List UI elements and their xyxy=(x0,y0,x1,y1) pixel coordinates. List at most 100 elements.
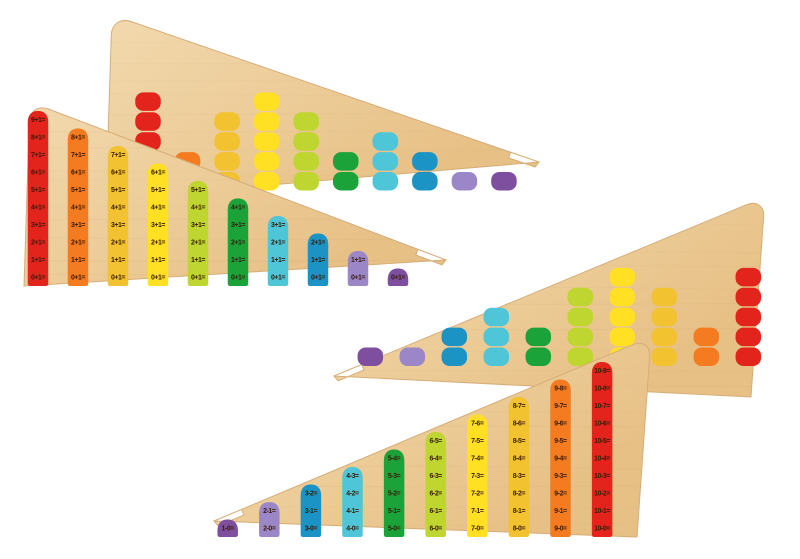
svg-text:9-6=: 9-6= xyxy=(554,421,567,428)
svg-text:1+1=: 1+1= xyxy=(271,257,285,264)
svg-text:10-2=: 10-2= xyxy=(594,491,610,498)
svg-text:7+1=: 7+1= xyxy=(71,152,85,159)
svg-text:3+1=: 3+1= xyxy=(191,222,205,229)
svg-text:10-0=: 10-0= xyxy=(594,526,610,533)
svg-text:4+1=: 4+1= xyxy=(31,205,45,212)
svg-text:10-7=: 10-7= xyxy=(594,403,610,410)
svg-text:8-4=: 8-4= xyxy=(513,456,526,463)
svg-text:7-6=: 7-6= xyxy=(471,421,484,428)
svg-text:3-1=: 3-1= xyxy=(305,508,318,515)
svg-text:0+1=: 0+1= xyxy=(391,275,405,282)
svg-text:7-4=: 7-4= xyxy=(471,456,484,463)
svg-text:5-3=: 5-3= xyxy=(388,473,401,480)
svg-text:8-2=: 8-2= xyxy=(513,491,526,498)
svg-text:5-2=: 5-2= xyxy=(388,491,401,498)
svg-text:4-1=: 4-1= xyxy=(346,508,359,515)
svg-text:3+1=: 3+1= xyxy=(271,222,285,229)
svg-text:9-3=: 9-3= xyxy=(554,473,567,480)
svg-text:1-0=: 1-0= xyxy=(222,526,235,533)
svg-text:5+1=: 5+1= xyxy=(151,187,165,194)
svg-text:9-5=: 9-5= xyxy=(554,438,567,445)
svg-text:4-2=: 4-2= xyxy=(346,491,359,498)
svg-text:3+1=: 3+1= xyxy=(231,222,245,229)
svg-text:0+1=: 0+1= xyxy=(111,275,125,282)
svg-text:10-8=: 10-8= xyxy=(594,386,610,393)
svg-text:6-4=: 6-4= xyxy=(430,456,443,463)
svg-text:1+1=: 1+1= xyxy=(31,257,45,264)
svg-text:5-4=: 5-4= xyxy=(388,456,401,463)
svg-text:4+1=: 4+1= xyxy=(71,205,85,212)
svg-text:3+1=: 3+1= xyxy=(71,222,85,229)
svg-text:8-6=: 8-6= xyxy=(513,421,526,428)
svg-text:1+1=: 1+1= xyxy=(231,257,245,264)
svg-text:2+1=: 2+1= xyxy=(31,240,45,247)
svg-text:6-2=: 6-2= xyxy=(430,491,443,498)
svg-text:9-1=: 9-1= xyxy=(554,508,567,515)
svg-text:1+1=: 1+1= xyxy=(111,257,125,264)
svg-text:5+1=: 5+1= xyxy=(111,187,125,194)
svg-text:1+1=: 1+1= xyxy=(351,257,365,264)
svg-text:8-1=: 8-1= xyxy=(513,508,526,515)
svg-text:0+1=: 0+1= xyxy=(71,275,85,282)
svg-text:3+1=: 3+1= xyxy=(111,222,125,229)
svg-text:6+1=: 6+1= xyxy=(71,170,85,177)
svg-text:8-3=: 8-3= xyxy=(513,473,526,480)
svg-text:1+1=: 1+1= xyxy=(71,257,85,264)
svg-text:5-0=: 5-0= xyxy=(388,526,401,533)
svg-text:4-3=: 4-3= xyxy=(346,473,359,480)
svg-text:2+1=: 2+1= xyxy=(231,240,245,247)
svg-text:7+1=: 7+1= xyxy=(111,152,125,159)
svg-text:6+1=: 6+1= xyxy=(111,170,125,177)
svg-text:7-5=: 7-5= xyxy=(471,438,484,445)
svg-text:6-5=: 6-5= xyxy=(430,438,443,445)
svg-text:2+1=: 2+1= xyxy=(311,240,325,247)
svg-text:6+1=: 6+1= xyxy=(151,170,165,177)
svg-text:6-0=: 6-0= xyxy=(430,526,443,533)
svg-text:4+1=: 4+1= xyxy=(231,205,245,212)
svg-text:8-0=: 8-0= xyxy=(513,526,526,533)
svg-text:0+1=: 0+1= xyxy=(231,275,245,282)
svg-text:5+1=: 5+1= xyxy=(71,187,85,194)
svg-text:4+1=: 4+1= xyxy=(151,205,165,212)
svg-text:1+1=: 1+1= xyxy=(151,257,165,264)
svg-text:4+1=: 4+1= xyxy=(191,205,205,212)
svg-text:2+1=: 2+1= xyxy=(111,240,125,247)
svg-text:0+1=: 0+1= xyxy=(191,275,205,282)
svg-text:0+1=: 0+1= xyxy=(31,275,45,282)
svg-text:10-4=: 10-4= xyxy=(594,456,610,463)
svg-text:7-1=: 7-1= xyxy=(471,508,484,515)
svg-text:9-7=: 9-7= xyxy=(554,403,567,410)
svg-text:2+1=: 2+1= xyxy=(271,240,285,247)
svg-text:7-0=: 7-0= xyxy=(471,526,484,533)
svg-text:9-2=: 9-2= xyxy=(554,491,567,498)
svg-text:6-1=: 6-1= xyxy=(430,508,443,515)
svg-text:2+1=: 2+1= xyxy=(151,240,165,247)
svg-text:2+1=: 2+1= xyxy=(191,240,205,247)
svg-text:0+1=: 0+1= xyxy=(311,275,325,282)
svg-text:3+1=: 3+1= xyxy=(151,222,165,229)
svg-text:5-1=: 5-1= xyxy=(388,508,401,515)
svg-text:3-2=: 3-2= xyxy=(305,491,318,498)
svg-text:0+1=: 0+1= xyxy=(151,275,165,282)
svg-text:9+1=: 9+1= xyxy=(31,117,45,124)
svg-text:0+1=: 0+1= xyxy=(271,275,285,282)
svg-text:8+1=: 8+1= xyxy=(71,135,85,142)
svg-text:10-5=: 10-5= xyxy=(594,438,610,445)
svg-text:10-9=: 10-9= xyxy=(594,368,610,375)
svg-text:2-1=: 2-1= xyxy=(263,508,276,515)
svg-text:5+1=: 5+1= xyxy=(31,187,45,194)
svg-text:2-0=: 2-0= xyxy=(263,526,276,533)
svg-text:1+1=: 1+1= xyxy=(191,257,205,264)
svg-text:8-7=: 8-7= xyxy=(513,403,526,410)
svg-text:6-3=: 6-3= xyxy=(430,473,443,480)
svg-text:2+1=: 2+1= xyxy=(71,240,85,247)
svg-text:9-0=: 9-0= xyxy=(554,526,567,533)
svg-text:10-1=: 10-1= xyxy=(594,508,610,515)
svg-text:5+1=: 5+1= xyxy=(191,187,205,194)
svg-text:0+1=: 0+1= xyxy=(351,275,365,282)
svg-text:4+1=: 4+1= xyxy=(111,205,125,212)
svg-text:9-8=: 9-8= xyxy=(554,386,567,393)
svg-text:8+1=: 8+1= xyxy=(31,135,45,142)
svg-text:3+1=: 3+1= xyxy=(31,222,45,229)
svg-text:7+1=: 7+1= xyxy=(31,152,45,159)
